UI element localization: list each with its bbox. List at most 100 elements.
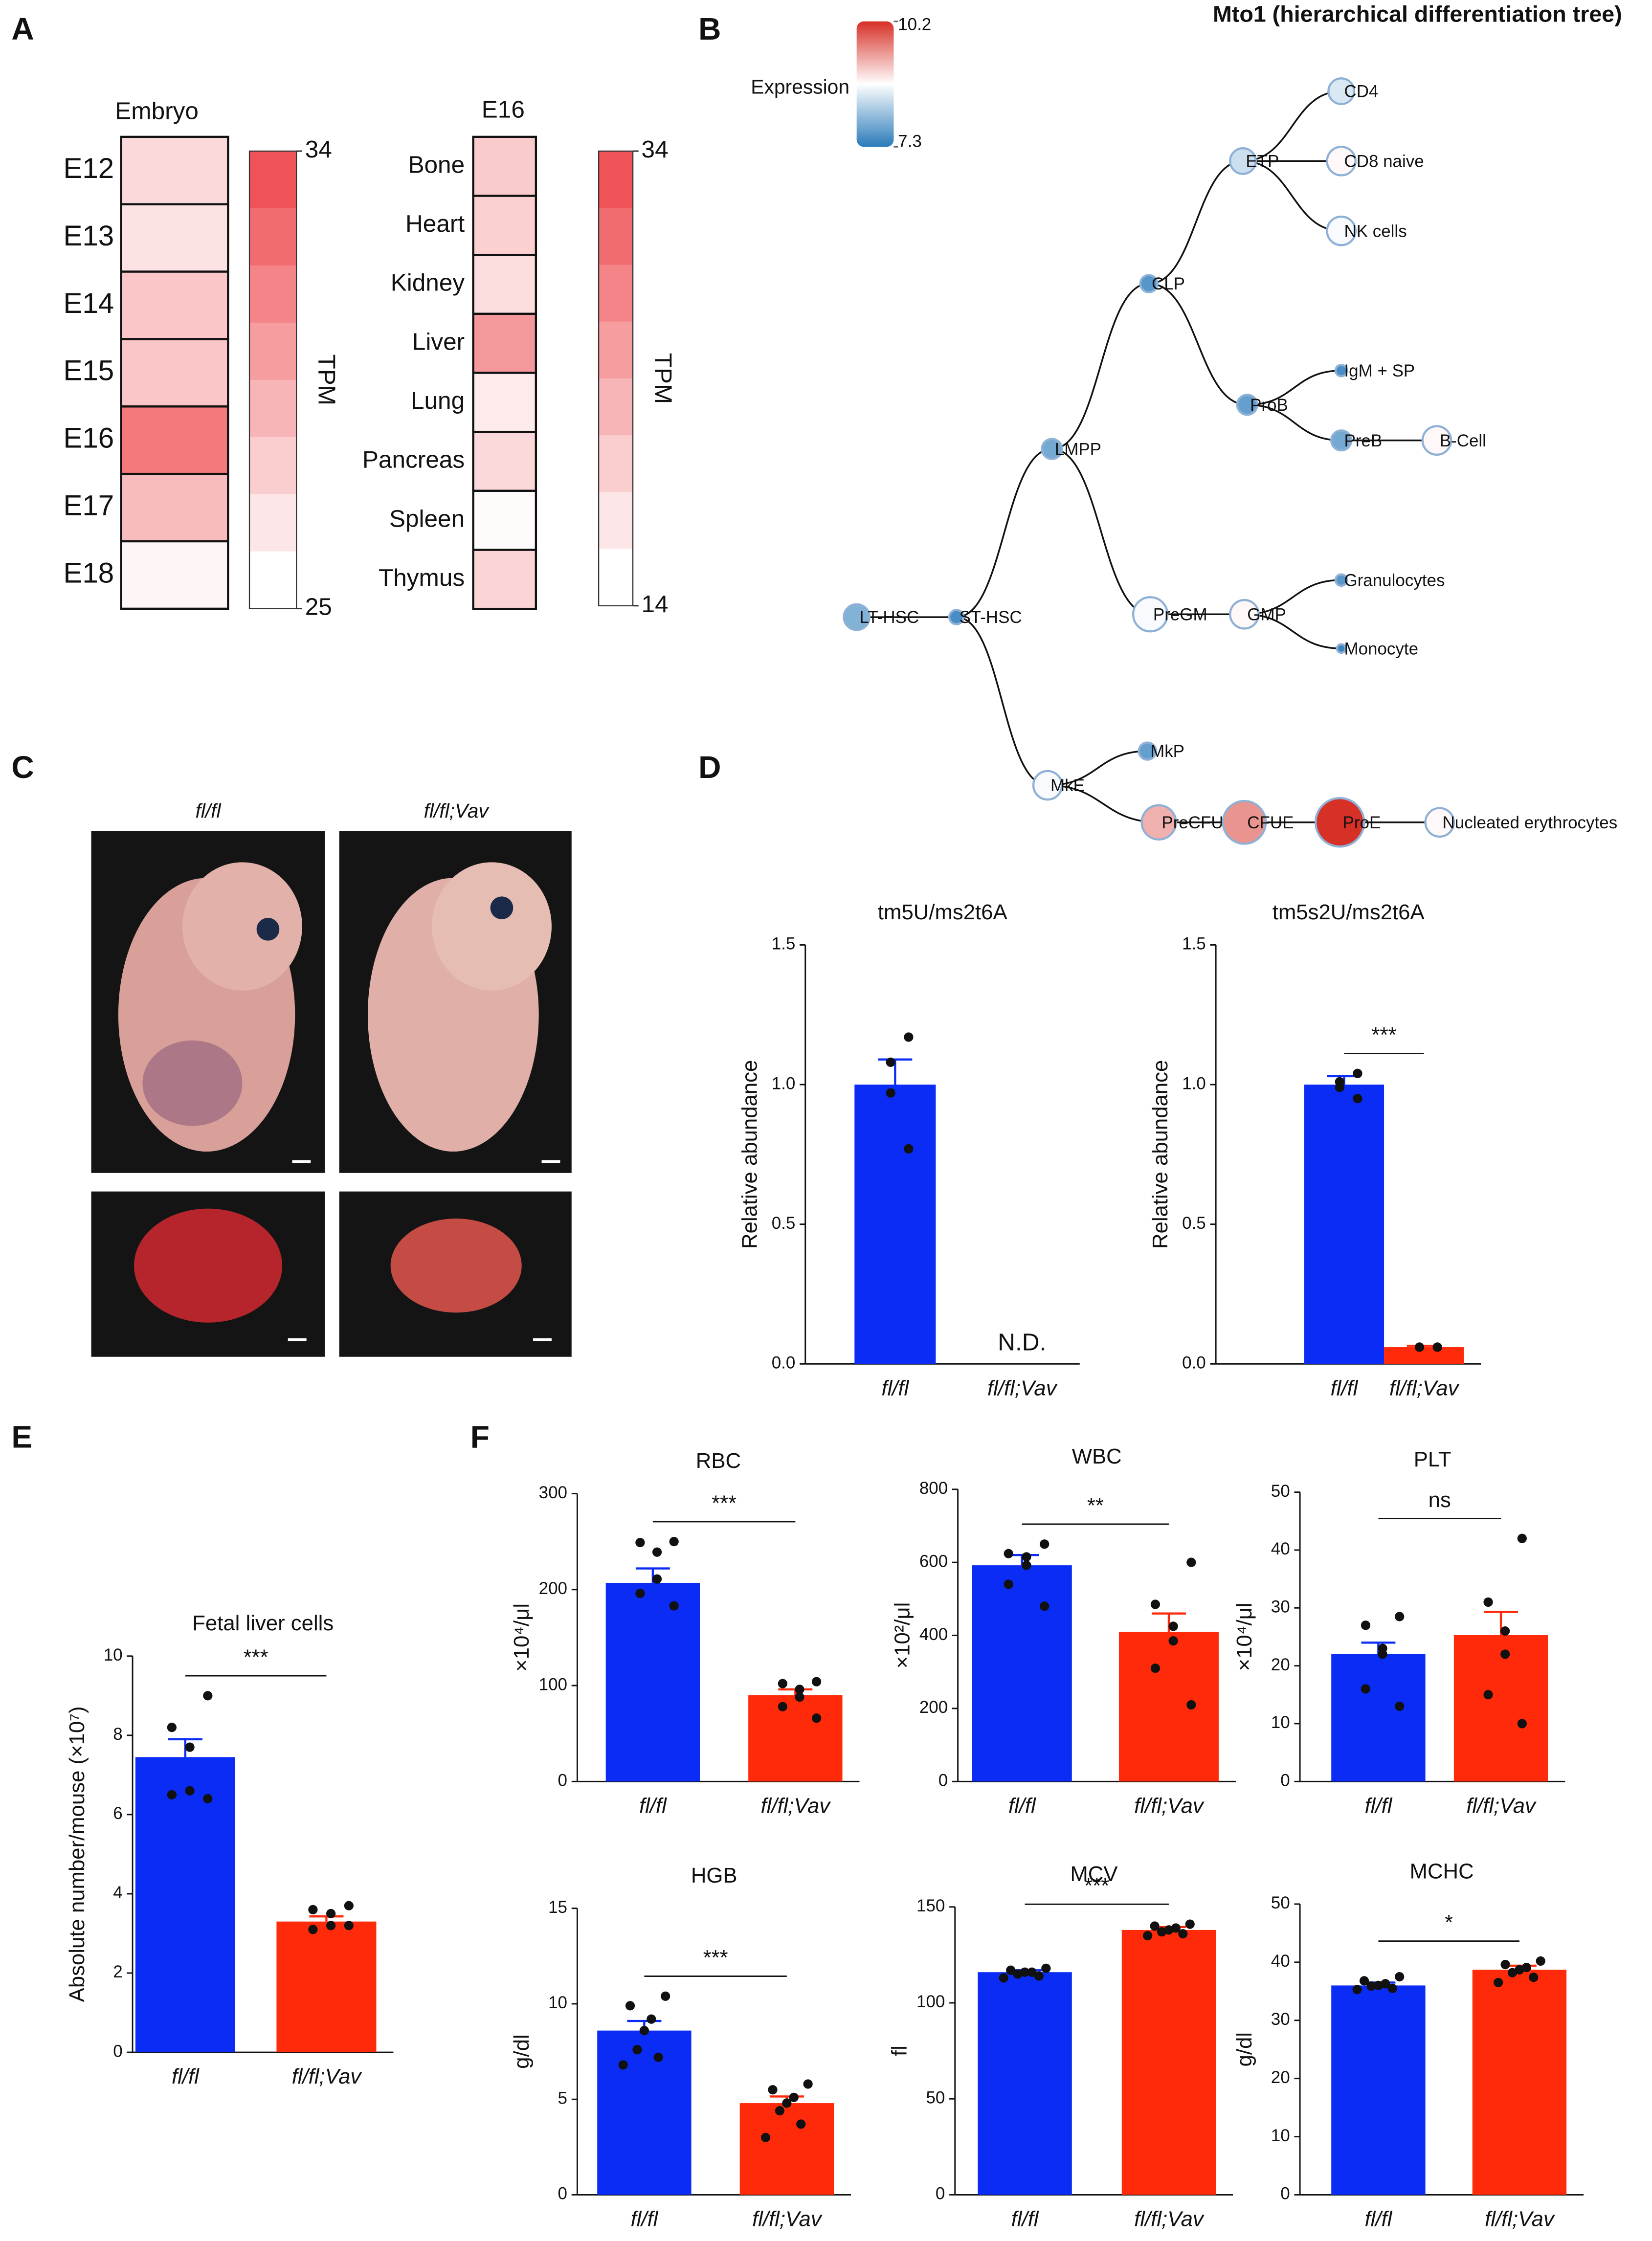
y-tick-label: 0.5: [1182, 1214, 1206, 1233]
data-point: [167, 1723, 177, 1732]
tree-node: [1336, 643, 1347, 654]
data-point: [768, 2085, 778, 2095]
bar: [972, 1565, 1072, 1782]
y-tick-label: 200: [539, 1579, 567, 1598]
y-axis-label: Absolute number/mouse (×10⁷): [65, 1706, 89, 2002]
data-point: [653, 2052, 663, 2062]
node-label: PreB: [1344, 431, 1382, 450]
chart-title: tm5U/ms2t6A: [878, 900, 1008, 924]
tree-title: Mto1 (hierarchical differentiation tree): [1213, 1, 1622, 26]
node-label: LT-HSC: [859, 608, 919, 627]
colorbar-step: [599, 549, 633, 607]
y-tick-label: 4: [113, 1883, 122, 1902]
x-tick-label: fl/fl;Vav: [752, 2207, 823, 2231]
y-tick-label: 30: [1271, 1598, 1290, 1617]
embryo-head: [182, 862, 302, 991]
panel-label: B: [698, 11, 721, 46]
heatmap-title: Embryo: [115, 97, 199, 124]
tree-node: [1314, 797, 1365, 848]
data-point: [1186, 1557, 1196, 1567]
y-tick-label: 0: [558, 1771, 567, 1790]
data-point: [1432, 1342, 1442, 1352]
node-label: MkE: [1050, 776, 1085, 795]
node-label: Granulocytes: [1344, 571, 1445, 590]
row-label: E16: [63, 422, 114, 454]
data-point: [1335, 1083, 1344, 1092]
data-point: [661, 1991, 670, 2001]
y-tick-label: 0.0: [772, 1353, 796, 1373]
node-label: ETP: [1246, 152, 1279, 171]
chart-title: MCV: [1070, 1862, 1117, 1886]
heat-cell: [120, 135, 229, 205]
heat-cell: [120, 540, 229, 610]
data-point: [1034, 1971, 1044, 1981]
heat-cell: [472, 312, 537, 374]
y-tick-label: 20: [1271, 1655, 1290, 1674]
heat-cell: [472, 549, 537, 610]
data-point: [1494, 1977, 1503, 1988]
data-point: [1359, 1976, 1369, 1986]
tree-node: [1334, 573, 1348, 587]
embryo-head: [432, 862, 552, 991]
colorbar-step: [599, 378, 633, 436]
colorbar-label: TPM: [649, 353, 676, 404]
colorbar-step: [249, 379, 297, 438]
tree-node: [1222, 799, 1267, 845]
colorbar-step: [599, 435, 633, 493]
heat-cell: [120, 203, 229, 273]
row-label: Pancreas: [362, 446, 465, 473]
bar: [135, 1757, 235, 2053]
heat-cell: [120, 405, 229, 475]
y-tick-label: 10: [1271, 2126, 1290, 2145]
y-tick-label: 15: [548, 1898, 567, 1917]
data-point: [1381, 1979, 1390, 1989]
data-point: [775, 2106, 785, 2116]
bar: [854, 1085, 936, 1364]
colorbar-step: [249, 551, 297, 610]
bar: [978, 1972, 1072, 2195]
colorbar-step: [249, 208, 297, 266]
panel-label: F: [470, 1420, 490, 1455]
data-point: [1157, 1927, 1167, 1937]
y-tick-label: 0: [938, 1771, 948, 1790]
data-point: [1150, 1664, 1161, 1673]
y-tick-label: 200: [919, 1698, 948, 1717]
node-label: CFUE: [1247, 813, 1294, 832]
tree-node: [1424, 807, 1455, 838]
tree-node: [1421, 425, 1452, 456]
data-point: [1168, 1621, 1178, 1631]
data-point: [1150, 1599, 1161, 1609]
data-point: [1517, 1719, 1527, 1729]
significance-label: ***: [1084, 1874, 1109, 1898]
row-label: E13: [63, 220, 114, 252]
y-tick-label: 1.0: [1182, 1074, 1206, 1093]
x-tick-label: fl/fl: [630, 2207, 658, 2231]
x-tick-label: fl/fl: [1364, 2207, 1392, 2231]
y-axis-label: g/dl: [510, 2034, 534, 2068]
data-point: [1013, 1969, 1023, 1979]
data-point: [1361, 1620, 1371, 1630]
row-label: Spleen: [389, 505, 465, 532]
data-point: [1178, 1929, 1188, 1939]
data-point: [886, 1088, 895, 1098]
colorbar-step: [249, 322, 297, 381]
tree-node: [1327, 77, 1356, 106]
y-tick-label: 10: [548, 1993, 567, 2012]
tree-node: [1330, 429, 1353, 452]
colorbar-label: Expression: [751, 76, 849, 98]
data-point: [625, 2001, 635, 2011]
heat-cell: [472, 135, 537, 197]
tree-link: [1244, 579, 1341, 615]
data-point: [1507, 1968, 1518, 1977]
data-point: [1373, 1980, 1384, 1991]
y-tick-label: 5: [558, 2088, 567, 2108]
liver: [390, 1219, 522, 1313]
row-label: Lung: [411, 387, 465, 414]
data-point: [1483, 1690, 1493, 1700]
tree-node: [1032, 770, 1063, 801]
tree-link: [1247, 404, 1341, 442]
data-point: [1366, 1981, 1376, 1991]
bar: [1118, 1632, 1219, 1782]
bar: [1331, 1654, 1426, 1782]
data-point: [308, 1905, 318, 1914]
